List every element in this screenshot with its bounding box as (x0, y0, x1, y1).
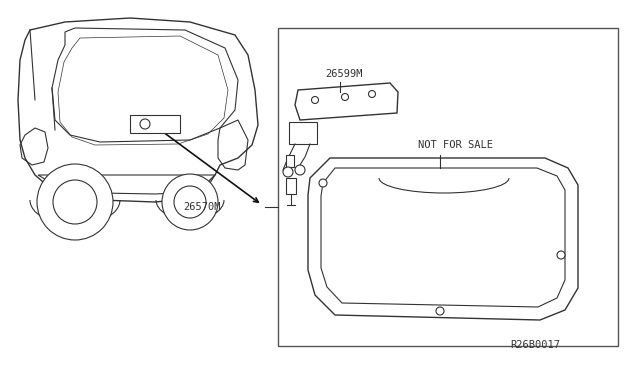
Bar (289, 122, 317, 144)
Circle shape (436, 307, 444, 315)
Text: R26B0017: R26B0017 (510, 340, 560, 350)
Circle shape (312, 96, 319, 103)
Circle shape (140, 119, 150, 129)
Circle shape (53, 180, 97, 224)
Circle shape (162, 174, 218, 230)
Text: 26570M: 26570M (183, 202, 221, 212)
Circle shape (369, 90, 376, 97)
Text: NOT FOR SALE: NOT FOR SALE (418, 140, 493, 150)
Bar (278, 28, 618, 346)
Bar (286, 155, 294, 167)
Circle shape (319, 179, 327, 187)
Circle shape (174, 186, 206, 218)
Circle shape (37, 164, 113, 240)
Text: 26599M: 26599M (325, 69, 362, 79)
Circle shape (557, 251, 565, 259)
Bar (130, 115, 180, 133)
Circle shape (342, 93, 349, 100)
Circle shape (283, 167, 293, 177)
Bar (286, 178, 296, 194)
Circle shape (295, 165, 305, 175)
